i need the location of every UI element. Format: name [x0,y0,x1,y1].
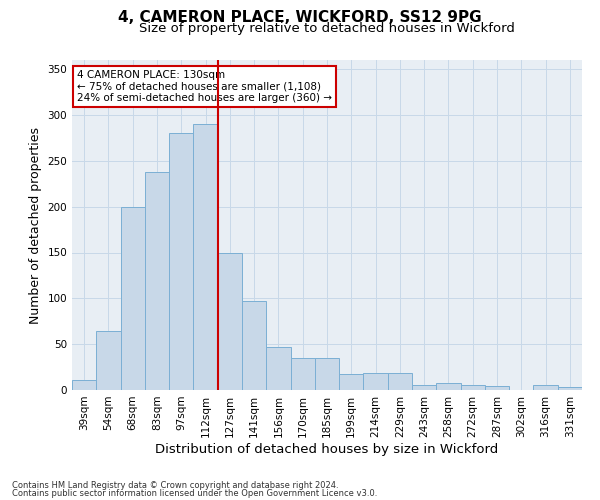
Bar [533,386,558,390]
Bar [96,332,121,390]
Bar [266,347,290,390]
Bar [485,386,509,390]
Bar [121,206,145,390]
Bar [558,387,582,390]
Bar [364,372,388,390]
Bar [339,374,364,390]
Bar [242,301,266,390]
Bar [145,172,169,390]
Bar [290,358,315,390]
Bar [315,358,339,390]
Title: Size of property relative to detached houses in Wickford: Size of property relative to detached ho… [139,22,515,35]
Bar [72,380,96,390]
Text: 4 CAMERON PLACE: 130sqm
← 75% of detached houses are smaller (1,108)
24% of semi: 4 CAMERON PLACE: 130sqm ← 75% of detache… [77,70,332,103]
Bar [218,252,242,390]
Y-axis label: Number of detached properties: Number of detached properties [29,126,42,324]
Bar [461,384,485,390]
Text: Contains HM Land Registry data © Crown copyright and database right 2024.: Contains HM Land Registry data © Crown c… [12,480,338,490]
Text: 4, CAMERON PLACE, WICKFORD, SS12 9PG: 4, CAMERON PLACE, WICKFORD, SS12 9PG [118,10,482,25]
Bar [436,382,461,390]
Bar [193,124,218,390]
Bar [388,372,412,390]
Bar [169,134,193,390]
Bar [412,386,436,390]
X-axis label: Distribution of detached houses by size in Wickford: Distribution of detached houses by size … [155,442,499,456]
Text: Contains public sector information licensed under the Open Government Licence v3: Contains public sector information licen… [12,489,377,498]
